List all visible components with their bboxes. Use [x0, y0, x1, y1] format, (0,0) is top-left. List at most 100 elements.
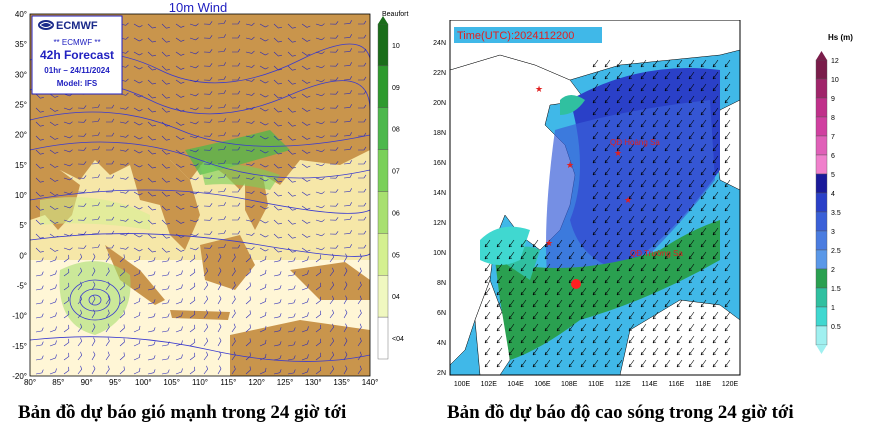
wave-legend-swatch: [815, 211, 828, 232]
wave-legend-bottom-arrow: [816, 345, 827, 354]
wave-forecast-panel: ★ ★ ★ ★ ★ QĐ Hoàng Sa QĐ Trường Sa Time(…: [420, 19, 872, 395]
beaufort-legend-swatch: [377, 233, 389, 276]
wave-lat-label: 20N: [433, 100, 446, 107]
wave-legend-swatch: [815, 173, 828, 194]
wind-lat-label: 0°: [19, 251, 27, 260]
beaufort-legend-label: 06: [392, 210, 400, 217]
beaufort-legend-title: Beaufort: [382, 11, 409, 18]
wind-lon-label: 80°: [24, 378, 36, 387]
info-line-2: 42h Forecast: [40, 48, 114, 62]
beaufort-legend-swatch: [377, 107, 389, 150]
ecmwf-logo: ECMWF: [38, 20, 98, 32]
wave-legend-label: 9: [831, 96, 835, 103]
wind-lon-label: 105°: [163, 378, 180, 387]
beaufort-legend-swatch: [377, 275, 389, 318]
wave-lat-label: 24N: [433, 40, 446, 47]
wave-legend-label: 3.5: [831, 210, 841, 217]
wind-lon-label: 120°: [248, 378, 265, 387]
wind-lon-labels: 80° 85° 90° 95° 100° 105° 110° 115° 120° 125° 130°…: [24, 378, 378, 387]
java-landmass: [170, 310, 230, 320]
time-label-bg: [454, 27, 602, 43]
marker-danang: ★: [566, 160, 574, 170]
wave-legend-label: 1.5: [831, 286, 841, 293]
borneo-landmass: [200, 235, 255, 290]
wind-lat-label: -5°: [17, 282, 27, 291]
wave-legend-label: 8: [831, 115, 835, 122]
wind-map-area: [30, 14, 370, 376]
wind-lon-label: 100°: [135, 378, 152, 387]
wave-lon-label: 120E: [722, 381, 739, 388]
wave-legend-label: 0.5: [831, 324, 841, 331]
weak-wind-band: [40, 197, 150, 230]
wave-legend-swatch: [815, 192, 828, 213]
beaufort-legend-swatch: [377, 316, 389, 360]
wave-zone-cyan: [480, 226, 530, 265]
marker-point-8n: [571, 279, 581, 289]
australia-landmass: [230, 320, 370, 376]
wave-legend-label: 12: [831, 58, 839, 65]
cyclone-wind-band: [59, 261, 131, 335]
wave-lat-label: 12N: [433, 220, 446, 227]
wave-lat-label: 22N: [433, 70, 446, 77]
wind-lat-label: 30°: [15, 70, 27, 79]
beaufort-legend-arrow: [378, 16, 388, 24]
wave-zone-green: [495, 220, 720, 360]
city-markers: ★ ★ ★ ★ ★: [535, 84, 632, 289]
wind-map-title: 10m Wind: [169, 0, 228, 15]
beaufort-legend-label: 04: [392, 294, 400, 301]
info-line-3: 01hr – 24/11/2024: [44, 66, 110, 75]
beaufort-legend-swatch: [377, 191, 389, 234]
wave-lon-label: 102E: [481, 381, 498, 388]
wind-lat-label: -15°: [12, 342, 27, 351]
wave-lon-label: 112E: [615, 381, 631, 388]
wind-lon-label: 95°: [109, 378, 121, 387]
wind-lon-label: 140°: [362, 378, 379, 387]
wind-lat-label: -10°: [12, 312, 27, 321]
sumatra-landmass: [105, 245, 165, 305]
wave-lat-label: 10N: [433, 250, 446, 257]
wave-legend-label: 7: [831, 134, 835, 141]
beaufort-legend-label: 10: [392, 43, 400, 50]
beaufort-legend-swatch: [377, 23, 389, 67]
wave-legend-label: 2.5: [831, 248, 841, 255]
forecast-info-box: ECMWF ** ECMWF ** 42h Forecast 01hr – 24…: [31, 15, 123, 95]
beaufort-legend-label: 05: [392, 252, 400, 259]
wave-lon-label: 100E: [454, 381, 471, 388]
time-label: Time(UTC):2024112200: [457, 30, 574, 42]
wave-zone-coast: [560, 95, 585, 115]
marker-hoangsa: ★: [614, 148, 622, 158]
wave-lon-labels: 100E 102E 104E 106E 108E 110E 112E 114E 116E 118E…: [454, 381, 739, 388]
wave-direction-arrows: [484, 59, 731, 368]
wave-legend-swatch: [815, 135, 828, 156]
wind-lon-label: 90°: [81, 378, 93, 387]
wave-legend-label: 4: [831, 191, 835, 198]
wave-legend-swatch: [815, 59, 828, 80]
marker-truongsa: ★: [624, 195, 632, 205]
wave-legend-swatch: [815, 154, 828, 175]
wave-lat-label: 2N: [437, 370, 446, 377]
wind-lat-label: -20°: [12, 372, 27, 381]
info-line-4: Model: IFS: [57, 79, 98, 88]
marker-hcmc: ★: [545, 238, 553, 248]
wave-legend-swatch: [815, 325, 828, 346]
wave-map-caption: Bản đồ dự báo độ cao sóng trong 24 giờ t…: [447, 402, 794, 423]
wind-lat-labels: 40° 35° 30° 25° 20° 15° 10° 5° 0° -5° -10° -15° -20°: [12, 10, 27, 381]
wind-lat-label: 10°: [15, 191, 27, 200]
wind-lat-label: 25°: [15, 101, 27, 110]
wave-legend-swatch: [815, 230, 828, 251]
wave-legend-swatch: [815, 78, 828, 99]
wave-lon-label: 114E: [642, 381, 658, 388]
wave-legend-top-arrow: [816, 51, 827, 60]
wave-legend-label: 6: [831, 153, 835, 160]
label-truong-sa: QĐ Trường Sa: [630, 249, 683, 258]
wind-lon-label: 85°: [52, 378, 64, 387]
wave-legend-label: 2: [831, 267, 835, 274]
wind-lat-label: 15°: [15, 161, 27, 170]
wave-legend-title: Hs (m): [828, 33, 853, 42]
wave-legend-swatch: [815, 287, 828, 308]
strong-wind-band-2: [200, 163, 280, 190]
wave-legend-swatch: [815, 249, 828, 270]
beaufort-legend-label: 08: [392, 127, 400, 134]
wave-lat-label: 6N: [437, 310, 446, 317]
indochina-landmass: [130, 160, 200, 250]
